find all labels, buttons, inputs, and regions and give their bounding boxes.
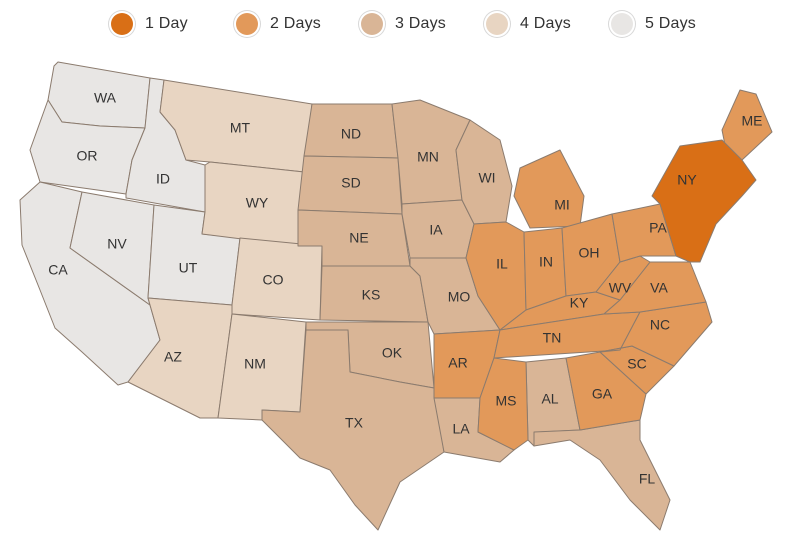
state-label-AZ: AZ — [164, 349, 182, 365]
legend-item-4-days: 4 Days — [486, 10, 571, 38]
state-label-OH: OH — [579, 245, 600, 261]
state-label-OR: OR — [77, 148, 98, 164]
state-label-NY: NY — [677, 172, 697, 188]
state-WI[interactable] — [455, 119, 513, 225]
legend-swatch-2-days — [236, 13, 258, 35]
state-label-IA: IA — [429, 222, 443, 238]
state-PA[interactable] — [611, 203, 677, 263]
state-WV[interactable] — [595, 255, 651, 301]
state-TX[interactable] — [261, 329, 445, 531]
us-delivery-map: WA OR ID NV UT CA MT WY CO AZ NM ND SD N… — [19, 61, 773, 531]
legend-label: 5 Days — [645, 15, 696, 32]
state-label-MN: MN — [417, 149, 439, 165]
legend-item-2-days: 2 Days — [236, 10, 321, 38]
state-label-KS: KS — [362, 287, 381, 303]
state-label-UT: UT — [179, 260, 198, 276]
legend-swatch-4-days — [486, 13, 508, 35]
state-label-WV: WV — [609, 280, 632, 296]
state-label-NV: NV — [107, 236, 127, 252]
legend-label: 2 Days — [270, 15, 321, 32]
legend-label: 3 Days — [395, 15, 446, 32]
state-label-NC: NC — [650, 317, 670, 333]
legend-swatch-3-days — [361, 13, 383, 35]
state-label-ME: ME — [742, 113, 763, 129]
state-MS[interactable] — [477, 357, 529, 451]
state-label-KY: KY — [570, 295, 589, 311]
state-label-MS: MS — [496, 393, 517, 409]
legend-item-3-days: 3 Days — [361, 10, 446, 38]
legend-item-1-day: 1 Day — [111, 10, 188, 38]
state-label-IL: IL — [496, 256, 508, 272]
state-label-NE: NE — [349, 230, 368, 246]
state-GA[interactable] — [565, 351, 647, 431]
state-NY[interactable] — [651, 139, 757, 263]
state-AZ[interactable] — [127, 297, 233, 419]
state-label-VA: VA — [650, 280, 668, 296]
state-label-TN: TN — [543, 330, 562, 346]
legend-label: 4 Days — [520, 15, 571, 32]
state-label-AL: AL — [541, 391, 558, 407]
state-label-CO: CO — [263, 272, 284, 288]
state-label-MO: MO — [448, 289, 471, 305]
state-label-AR: AR — [448, 355, 467, 371]
state-label-ND: ND — [341, 126, 361, 142]
legend-swatch-5-days — [611, 13, 633, 35]
legend-item-5-days: 5 Days — [611, 10, 696, 38]
state-label-GA: GA — [592, 386, 613, 402]
state-label-PA: PA — [649, 220, 667, 236]
state-label-WI: WI — [478, 170, 495, 186]
legend-label: 1 Day — [145, 15, 188, 32]
state-label-CA: CA — [48, 262, 68, 278]
state-label-WA: WA — [94, 90, 117, 106]
state-label-NM: NM — [244, 356, 266, 372]
state-label-MI: MI — [554, 197, 570, 213]
state-MI[interactable] — [513, 149, 585, 229]
state-label-ID: ID — [156, 171, 170, 187]
state-label-SC: SC — [627, 356, 646, 372]
state-label-OK: OK — [382, 345, 403, 361]
state-label-IN: IN — [539, 254, 553, 270]
state-label-FL: FL — [639, 471, 656, 487]
state-label-SD: SD — [341, 175, 360, 191]
state-label-TX: TX — [345, 415, 364, 431]
state-label-WY: WY — [246, 195, 269, 211]
state-label-MT: MT — [230, 120, 251, 136]
map-legend: 1 Day 2 Days 3 Days 4 Days 5 Days — [0, 0, 800, 50]
legend-swatch-1-day — [111, 13, 133, 35]
state-label-LA: LA — [452, 421, 470, 437]
